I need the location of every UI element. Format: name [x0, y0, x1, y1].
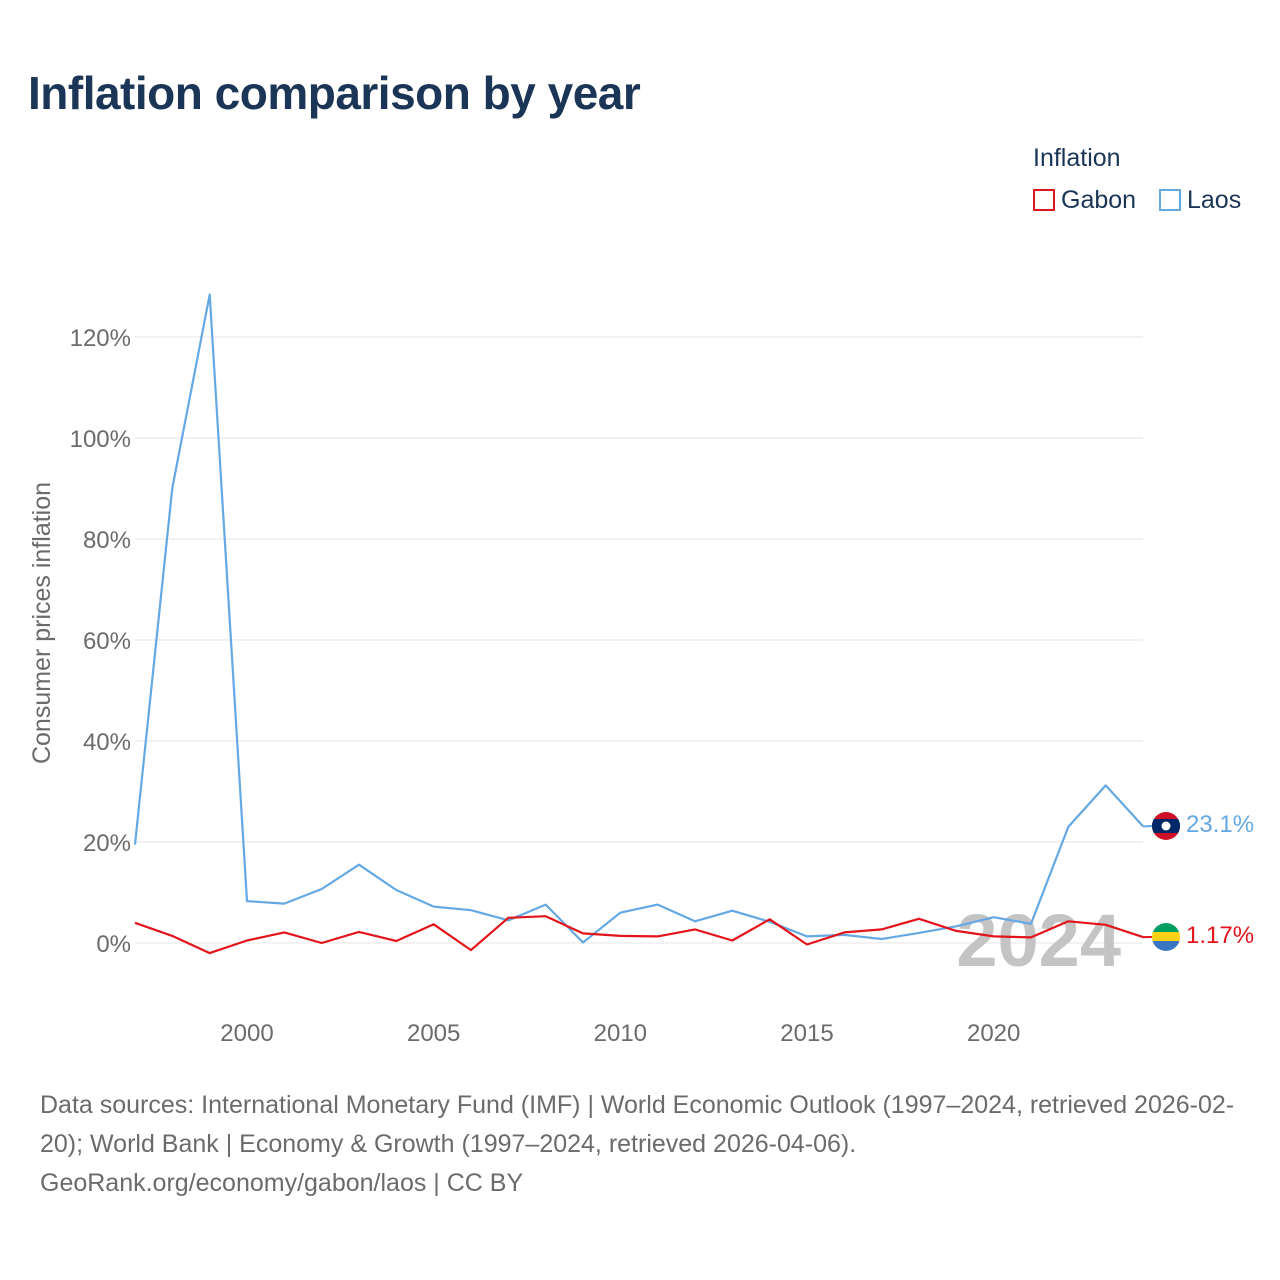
x-tick-label: 2010	[594, 1020, 647, 1047]
y-axis-ticks: 0% 20% 40% 60% 80% 100% 120%	[70, 325, 131, 958]
series-lines	[133, 293, 1153, 955]
legend-item-gabon[interactable]: Gabon	[1033, 186, 1136, 214]
x-tick-label: 2020	[967, 1020, 1020, 1047]
x-tick-label: 2015	[780, 1020, 833, 1047]
y-tick-label: 60%	[83, 628, 131, 655]
y-tick-label: 100%	[70, 426, 131, 453]
year-watermark: 2024	[956, 899, 1121, 982]
source-link[interactable]: GeoRank.org/economy/gabon/laos | CC BY	[40, 1169, 524, 1197]
x-tick-label: 2000	[220, 1020, 273, 1047]
series-line-laos[interactable]	[133, 293, 1144, 944]
sources-text: Data sources: International Monetary Fun…	[40, 1091, 1235, 1158]
y-tick-label: 20%	[83, 830, 131, 857]
gabon-flag-icon	[1152, 923, 1180, 951]
legend-swatch-laos	[1159, 189, 1181, 211]
end-markers: 23.1% 1.17%	[1152, 811, 1254, 951]
y-tick-label: 40%	[83, 729, 131, 756]
laos-flag-icon	[1152, 812, 1180, 840]
legend-title: Inflation	[1033, 144, 1121, 172]
gridlines	[135, 336, 1143, 944]
x-tick-label: 2005	[407, 1020, 460, 1047]
y-tick-label: 0%	[96, 931, 131, 958]
series-line-gabon[interactable]	[134, 915, 1144, 955]
legend-label-laos: Laos	[1187, 185, 1242, 214]
legend-item-laos[interactable]: Laos	[1159, 186, 1241, 214]
data-sources: Data sources: International Monetary Fun…	[40, 1086, 1250, 1203]
page-title: Inflation comparison by year	[28, 67, 641, 119]
legend-label-gabon: Gabon	[1061, 185, 1137, 214]
gabon-end-label: 1.17%	[1186, 922, 1254, 949]
y-tick-label: 80%	[83, 527, 131, 554]
laos-end-label: 23.1%	[1186, 811, 1254, 838]
y-tick-label: 120%	[70, 325, 131, 352]
x-axis-ticks: 2000 2005 2010 2015 2020	[220, 1020, 1020, 1047]
legend-swatch-gabon	[1033, 189, 1055, 211]
y-axis-label: Consumer prices inflation	[28, 482, 56, 764]
